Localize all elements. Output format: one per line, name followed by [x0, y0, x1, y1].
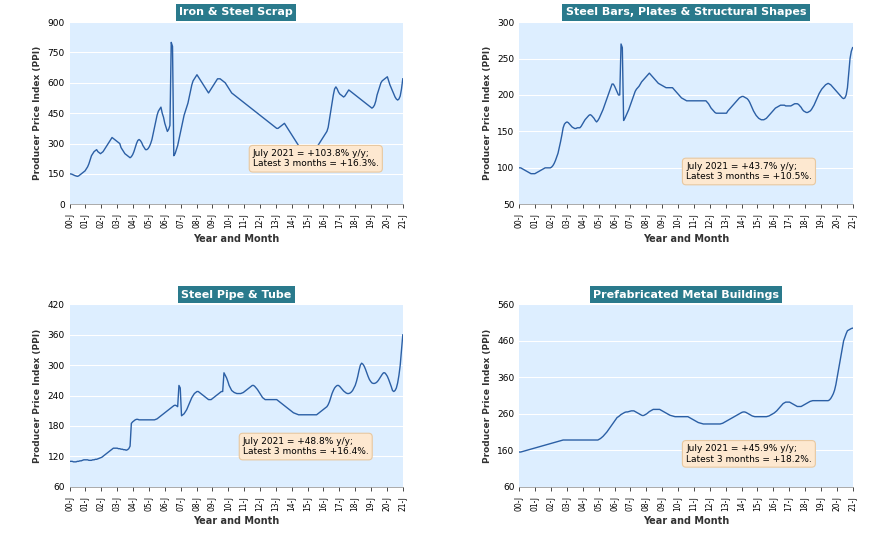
Text: July 2021 = +48.8% y/y;
Latest 3 months = +16.4%.: July 2021 = +48.8% y/y; Latest 3 months … [242, 437, 368, 456]
X-axis label: Year and Month: Year and Month [193, 234, 279, 244]
Title: Iron & Steel Scrap: Iron & Steel Scrap [179, 7, 293, 17]
X-axis label: Year and Month: Year and Month [642, 234, 728, 244]
Text: July 2021 = +103.8% y/y;
Latest 3 months = +16.3%.: July 2021 = +103.8% y/y; Latest 3 months… [253, 149, 378, 169]
Y-axis label: Producer Price Index (PPI): Producer Price Index (PPI) [33, 328, 42, 463]
Y-axis label: Producer Price Index (PPI): Producer Price Index (PPI) [33, 46, 42, 180]
Text: July 2021 = +45.9% y/y;
Latest 3 months = +18.2%.: July 2021 = +45.9% y/y; Latest 3 months … [686, 444, 811, 463]
X-axis label: Year and Month: Year and Month [642, 517, 728, 526]
Title: Steel Pipe & Tube: Steel Pipe & Tube [181, 290, 291, 300]
X-axis label: Year and Month: Year and Month [193, 517, 279, 526]
Title: Steel Bars, Plates & Structural Shapes: Steel Bars, Plates & Structural Shapes [565, 7, 806, 17]
Text: July 2021 = +43.7% y/y;
Latest 3 months = +10.5%.: July 2021 = +43.7% y/y; Latest 3 months … [686, 162, 811, 181]
Y-axis label: Producer Price Index (PPI): Producer Price Index (PPI) [482, 46, 491, 180]
Y-axis label: Producer Price Index (PPI): Producer Price Index (PPI) [482, 328, 491, 463]
Title: Prefabricated Metal Buildings: Prefabricated Metal Buildings [593, 290, 778, 300]
